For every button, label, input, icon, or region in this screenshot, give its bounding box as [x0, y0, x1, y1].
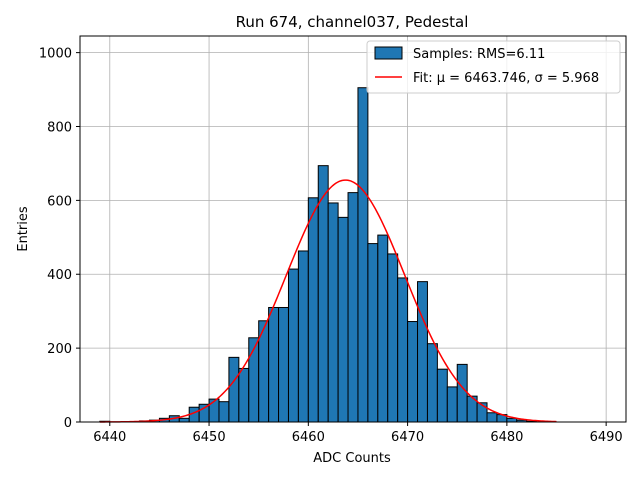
legend: Samples: RMS=6.11 Fit: μ = 6463.746, σ =… [366, 40, 621, 94]
x-tick-label: 6490 [590, 430, 623, 445]
legend-box [366, 40, 621, 94]
histogram-bar [297, 250, 309, 423]
x-tick-label: 6460 [292, 430, 325, 445]
y-tick-label: 600 [47, 194, 72, 209]
x-tick-label: 6450 [193, 430, 226, 445]
histogram-bar [426, 343, 438, 423]
chart-title: Run 674, channel037, Pedestal [236, 13, 469, 31]
plot-frame [79, 35, 627, 423]
histogram-bar [208, 398, 220, 423]
y-tick-label: 800 [47, 120, 72, 135]
fit-line [99, 179, 557, 423]
histogram-bar [218, 401, 230, 423]
y-tick-label: 0 [64, 416, 72, 431]
y-tick-label: 400 [47, 268, 72, 283]
histogram-bar [327, 202, 339, 423]
histogram-bar [357, 87, 369, 423]
histogram-bar [436, 368, 448, 423]
x-tick-label: 6440 [93, 430, 126, 445]
histogram-bar [367, 243, 379, 423]
histogram-bar [198, 403, 210, 423]
y-tick-label: 1000 [39, 47, 72, 62]
histogram-bar [307, 197, 319, 423]
legend-swatch-samples [374, 46, 403, 60]
histogram-bar [377, 234, 389, 423]
histogram-bar [238, 367, 250, 423]
histogram-bar [178, 417, 190, 423]
histogram-bars [99, 87, 538, 423]
histogram-bar [228, 356, 240, 423]
histogram-bar [407, 321, 419, 423]
histogram-bar [446, 386, 458, 423]
legend-label-samples: Samples: RMS=6.11 [413, 47, 545, 62]
y-axis-label: Entries [16, 206, 31, 252]
histogram-bar [347, 192, 359, 423]
histogram-bar [387, 253, 399, 423]
histogram-bar [397, 277, 409, 423]
y-axis-ticks: 0 200 400 600 800 1000 [39, 47, 80, 431]
histogram-bar [317, 165, 329, 423]
histogram-bar [506, 417, 518, 423]
x-axis-label: ADC Counts [313, 451, 391, 466]
histogram-bar [456, 363, 468, 423]
histogram-bar [278, 306, 289, 423]
y-tick-label: 200 [47, 342, 72, 357]
histogram-bar [337, 216, 349, 423]
legend-label-fit: Fit: μ = 6463.746, σ = 5.968 [413, 71, 599, 86]
histogram-bar [268, 306, 280, 423]
x-axis-ticks: 6440 6450 6460 6470 6480 6490 [93, 422, 623, 445]
x-tick-label: 6480 [490, 430, 523, 445]
x-tick-label: 6470 [391, 430, 424, 445]
histogram-bar [287, 268, 299, 423]
histogram-bar [486, 412, 498, 423]
histogram-bar [417, 281, 428, 423]
